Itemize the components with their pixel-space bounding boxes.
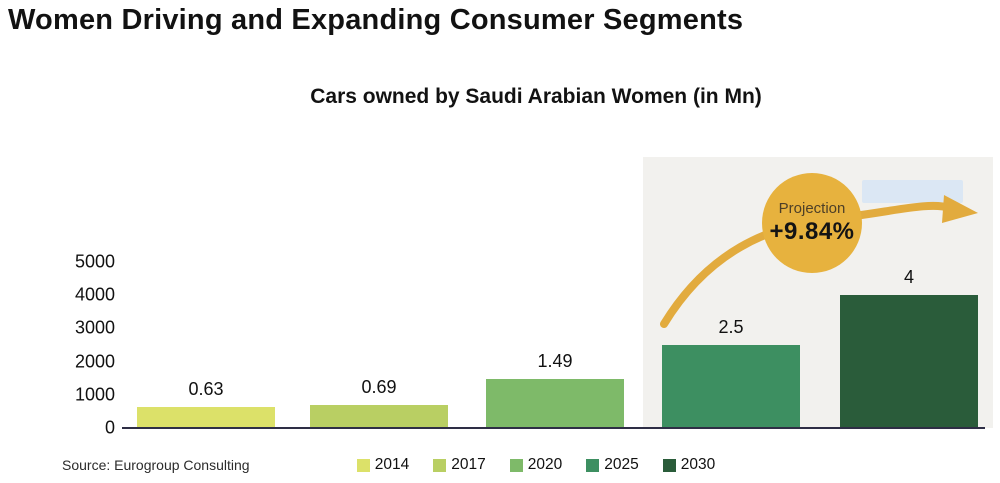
projection-badge-value: +9.84% xyxy=(769,218,855,245)
legend-swatch-icon xyxy=(433,458,447,472)
y-axis-tick-label: 0 xyxy=(104,417,115,438)
legend-item-2020: 2020 xyxy=(509,456,563,474)
bar-value-label: 0.69 xyxy=(361,377,397,398)
legend-swatch-icon xyxy=(586,458,600,472)
legend-item-2017: 2017 xyxy=(433,456,486,474)
bar-value-label: 1.49 xyxy=(537,350,573,371)
projection-badge: Projection +9.84% xyxy=(762,173,862,273)
legend-item-2030: 2030 xyxy=(662,456,716,474)
legend-label: 2020 xyxy=(527,456,563,473)
projection-badge-label: Projection xyxy=(778,200,846,217)
y-axis-tick-label: 2000 xyxy=(74,351,115,372)
bar-2030 xyxy=(840,295,978,428)
legend-label: 2017 xyxy=(451,456,486,473)
legend-swatch-icon xyxy=(662,458,676,472)
legend-item-2014: 2014 xyxy=(356,456,410,474)
legend-label: 2014 xyxy=(374,456,410,473)
highlight-rectangle xyxy=(862,180,963,203)
legend-swatch-icon xyxy=(509,458,523,472)
bar-2014 xyxy=(137,407,275,428)
x-axis-line xyxy=(122,427,985,429)
page-title: Women Driving and Expanding Consumer Seg… xyxy=(8,4,744,36)
bar-value-label: 2.5 xyxy=(718,317,744,337)
chart-title: Cars owned by Saudi Arabian Women (in Mn… xyxy=(310,85,762,108)
legend-label: 2025 xyxy=(604,456,639,473)
bar-value-label: 4 xyxy=(903,267,914,288)
y-axis-tick-label: 1000 xyxy=(74,384,115,405)
legend-label: 2030 xyxy=(680,456,716,473)
y-axis-tick-label: 4000 xyxy=(74,284,115,305)
legend-item-2025: 2025 xyxy=(586,456,639,474)
bar-2017 xyxy=(310,405,448,428)
bar-value-label: 0.63 xyxy=(188,379,224,400)
y-axis-tick-label: 5000 xyxy=(74,251,115,272)
bar-2020 xyxy=(486,378,624,428)
bar-2025 xyxy=(662,345,800,428)
source-note: Source: Eurogroup Consulting xyxy=(62,457,250,473)
y-axis-tick-label: 3000 xyxy=(74,317,115,338)
legend-swatch-icon xyxy=(356,458,370,472)
legend: 2014 2017 2020 2025 2030 xyxy=(36,456,1000,474)
